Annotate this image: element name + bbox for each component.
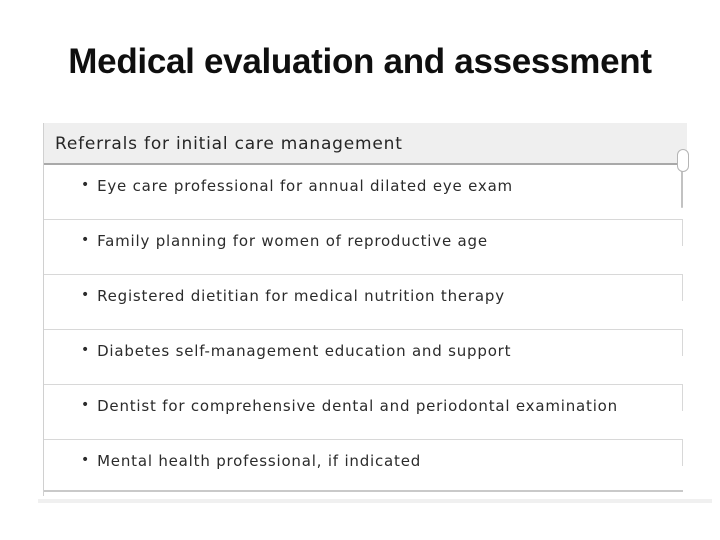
table-row: • Family planning for women of reproducti… <box>44 220 683 301</box>
bullet-icon: • <box>81 177 91 193</box>
page-title: Medical evaluation and assessment <box>68 42 652 81</box>
referrals-table: Referrals for initial care management • E… <box>43 123 689 496</box>
table-row: • Eye care professional for annual dilate… <box>44 165 683 246</box>
table-row: • Diabetes self-management education and … <box>44 330 683 411</box>
bullet-icon: • <box>81 342 91 358</box>
bullet-icon: • <box>81 287 91 303</box>
row-text: Eye care professional for annual dilated… <box>97 177 513 195</box>
row-text: Diabetes self-management education and s… <box>97 342 512 360</box>
row-text: Dentist for comprehensive dental and per… <box>97 397 618 415</box>
bullet-icon: • <box>81 452 91 468</box>
scrollbar-thumb[interactable] <box>677 149 689 172</box>
row-right-tick <box>682 220 683 246</box>
row-text: Mental health professional, if indicated <box>97 452 422 470</box>
table-bottom-shadow <box>38 499 712 503</box>
row-text: Registered dietitian for medical nutriti… <box>97 287 505 305</box>
bullet-icon: • <box>81 232 91 248</box>
row-text: Family planning for women of reproductiv… <box>97 232 488 250</box>
row-right-tick <box>682 440 683 466</box>
table-row: • Dentist for comprehensive dental and pe… <box>44 385 683 466</box>
scrollbar-track-segment <box>681 167 683 208</box>
row-right-tick <box>682 330 683 356</box>
row-right-tick <box>682 275 683 301</box>
table-row: • Registered dietitian for medical nutrit… <box>44 275 683 356</box>
table-header: Referrals for initial care management <box>44 123 687 165</box>
row-right-tick <box>682 385 683 411</box>
table-row: • Mental health professional, if indicate… <box>44 440 683 492</box>
bullet-icon: • <box>81 397 91 413</box>
